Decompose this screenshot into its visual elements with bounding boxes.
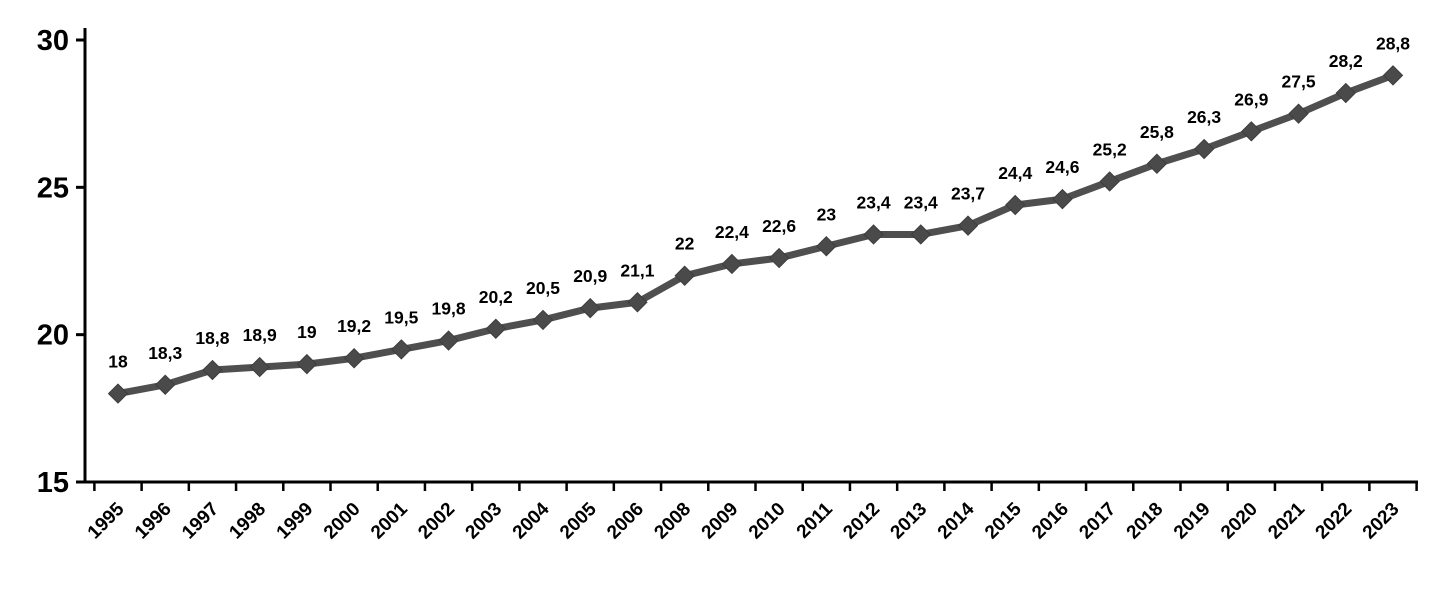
data-point-marker <box>1382 65 1404 86</box>
x-axis-label: 1996 <box>131 499 176 544</box>
data-point-marker <box>863 224 884 245</box>
data-point-marker <box>343 348 365 369</box>
data-point-marker <box>910 224 931 245</box>
data-point-marker <box>1146 153 1168 174</box>
y-axis-tick-label: 30 <box>37 25 69 57</box>
data-point-label: 23,7 <box>951 184 985 204</box>
data-point-label: 24,6 <box>1045 157 1079 177</box>
data-point-label: 19,8 <box>432 299 466 319</box>
data-point-marker <box>438 330 459 351</box>
x-axis-label: 1997 <box>178 499 223 544</box>
x-axis-label: 2011 <box>793 498 837 542</box>
data-point-marker <box>1099 171 1120 192</box>
data-point-marker <box>816 236 837 257</box>
data-point-label: 28,2 <box>1329 51 1363 71</box>
data-point-marker <box>627 292 648 313</box>
x-axis-label: 2013 <box>887 499 932 544</box>
data-point-marker <box>957 215 979 236</box>
data-point-marker <box>721 253 743 275</box>
x-axis-label: 2014 <box>934 498 979 543</box>
data-point-marker <box>1241 121 1262 142</box>
data-point-marker <box>674 265 695 286</box>
x-axis-label: 2023 <box>1359 499 1404 544</box>
x-axis-label: 2002 <box>414 499 459 544</box>
data-point-marker <box>1193 138 1215 160</box>
x-axis-label: 2000 <box>320 499 365 544</box>
x-axis-label: 2019 <box>1170 499 1215 544</box>
data-point-label: 25,2 <box>1093 139 1127 159</box>
x-axis-label: 2017 <box>1075 499 1120 544</box>
data-point-label: 19,2 <box>337 316 371 336</box>
data-point-label: 26,3 <box>1187 107 1221 127</box>
x-axis-label: 2010 <box>745 499 790 544</box>
x-axis-label: 2020 <box>1217 499 1262 544</box>
x-axis-label: 1999 <box>273 499 318 544</box>
data-point-label: 21,1 <box>620 260 654 280</box>
x-axis-label: 2003 <box>462 499 507 544</box>
data-point-label: 22,4 <box>715 222 749 242</box>
data-point-marker <box>1052 188 1073 210</box>
x-axis-label: 2016 <box>1028 499 1073 544</box>
data-point-label: 26,9 <box>1234 89 1268 109</box>
x-axis-label: 2009 <box>698 499 743 544</box>
data-point-label: 24,4 <box>998 163 1032 183</box>
data-point-marker <box>296 353 318 375</box>
data-point-marker <box>1288 103 1309 124</box>
x-axis-label: 2022 <box>1312 499 1357 544</box>
data-point-label: 20,5 <box>526 278 560 298</box>
data-point-label: 18 <box>108 352 128 372</box>
data-point-label: 22 <box>675 234 695 254</box>
data-point-marker <box>580 297 601 319</box>
y-axis-tick-label: 20 <box>37 320 69 352</box>
data-point-label: 23,4 <box>857 192 891 212</box>
x-axis-label: 2006 <box>603 499 648 544</box>
data-point-marker <box>1335 82 1356 104</box>
data-point-marker <box>249 356 270 378</box>
data-point-marker <box>768 247 790 269</box>
data-point-marker <box>107 383 129 404</box>
data-point-label: 19,5 <box>384 307 418 327</box>
data-point-label: 27,5 <box>1282 72 1316 92</box>
data-point-label: 18,8 <box>195 328 229 348</box>
x-axis-label: 2015 <box>981 498 1026 543</box>
y-axis-tick-label: 15 <box>37 467 69 499</box>
data-point-label: 20,9 <box>573 266 607 286</box>
x-axis-label: 2004 <box>509 498 554 543</box>
data-point-marker <box>202 359 223 381</box>
data-point-label: 18,9 <box>243 325 277 345</box>
x-axis-label: 2021 <box>1264 498 1309 543</box>
x-axis-label: 2008 <box>650 499 695 544</box>
x-axis-label: 1998 <box>225 499 270 544</box>
x-axis-label: 2005 <box>556 498 601 543</box>
data-point-label: 22,6 <box>762 216 796 236</box>
data-point-marker <box>1005 194 1026 216</box>
data-point-label: 23 <box>817 204 837 224</box>
data-point-label: 20,2 <box>479 287 513 307</box>
x-axis-label: 2012 <box>839 499 884 544</box>
data-point-marker <box>485 318 506 339</box>
data-point-marker <box>155 374 176 395</box>
data-point-label: 25,8 <box>1140 122 1174 142</box>
x-axis-label: 2001 <box>367 498 412 543</box>
data-point-label: 28,8 <box>1376 33 1410 53</box>
series-line <box>114 71 1397 398</box>
data-point-label: 23,4 <box>904 192 938 212</box>
data-point-label: 18,3 <box>148 343 182 363</box>
x-axis-label: 1995 <box>84 498 129 543</box>
y-axis-tick-label: 25 <box>37 172 69 204</box>
x-axis-label: 2018 <box>1123 499 1168 544</box>
data-point-marker <box>391 339 412 360</box>
data-point-marker <box>532 309 554 331</box>
data-point-label: 19 <box>297 322 317 342</box>
